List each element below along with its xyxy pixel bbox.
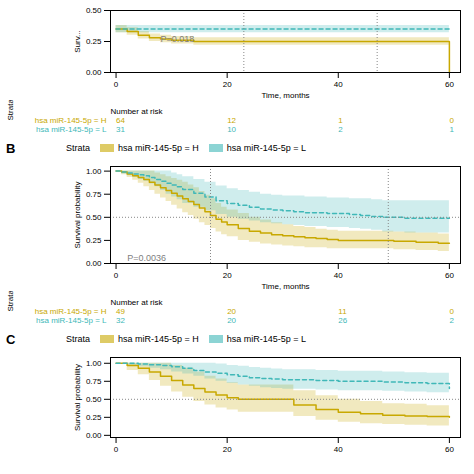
html-text:B: B bbox=[6, 140, 16, 156]
html-text:Strata: Strata bbox=[66, 334, 90, 344]
svg-text:Survival probability: Survival probability bbox=[73, 364, 82, 431]
html-text:Strata: Strata bbox=[66, 143, 90, 153]
svg-text:1: 1 bbox=[449, 125, 454, 134]
svg-text:20: 20 bbox=[227, 316, 236, 325]
svg-text:2: 2 bbox=[449, 316, 454, 325]
svg-text:Survival probability: Survival probability bbox=[73, 181, 82, 248]
svg-text:2: 2 bbox=[338, 125, 343, 134]
svg-text:0.00: 0.00 bbox=[86, 68, 102, 77]
svg-text:32: 32 bbox=[116, 316, 125, 325]
svg-text:Time, months: Time, months bbox=[261, 282, 309, 291]
html-text:hsa miR-145-5p = L: hsa miR-145-5p = L bbox=[226, 334, 307, 344]
svg-text:31: 31 bbox=[116, 125, 125, 134]
svg-text:Strata: Strata bbox=[6, 100, 15, 121]
svg-text:49: 49 bbox=[116, 307, 125, 316]
svg-text:Number at risk: Number at risk bbox=[111, 107, 164, 116]
svg-text:60: 60 bbox=[445, 445, 454, 454]
svg-text:0.25: 0.25 bbox=[86, 37, 102, 46]
html-text:hsa miR-145-5p = L: hsa miR-145-5p = L bbox=[226, 143, 307, 153]
svg-text:1.00: 1.00 bbox=[86, 167, 102, 176]
svg-text:P=0.018: P=0.018 bbox=[161, 34, 195, 44]
svg-text:64: 64 bbox=[116, 116, 125, 125]
svg-text:26: 26 bbox=[338, 316, 347, 325]
svg-text:60: 60 bbox=[445, 271, 454, 280]
svg-text:40: 40 bbox=[334, 80, 343, 89]
svg-text:Time, months: Time, months bbox=[261, 91, 309, 100]
html-text:hsa miR-145-5p = H: hsa miR-145-5p = H bbox=[118, 143, 199, 153]
svg-text:11: 11 bbox=[338, 307, 347, 316]
svg-text:0: 0 bbox=[114, 271, 119, 280]
svg-text:0.00: 0.00 bbox=[86, 431, 102, 440]
svg-text:P=0.0036: P=0.0036 bbox=[127, 253, 166, 263]
svg-text:0: 0 bbox=[449, 116, 454, 125]
svg-text:60: 60 bbox=[445, 80, 454, 89]
svg-text:hsa miR-145-5p = H: hsa miR-145-5p = H bbox=[35, 116, 107, 125]
svg-text:12: 12 bbox=[227, 116, 236, 125]
svg-text:20: 20 bbox=[223, 445, 232, 454]
svg-text:0.25: 0.25 bbox=[86, 413, 102, 422]
svg-text:0.75: 0.75 bbox=[86, 377, 102, 386]
svg-text:10: 10 bbox=[227, 125, 236, 134]
svg-text:hsa miR-145-5p = L: hsa miR-145-5p = L bbox=[36, 316, 107, 325]
svg-text:1: 1 bbox=[338, 116, 343, 125]
svg-text:Strata: Strata bbox=[6, 291, 15, 312]
svg-text:0.50: 0.50 bbox=[86, 395, 102, 404]
svg-text:20: 20 bbox=[227, 307, 236, 316]
svg-text:Number at risk: Number at risk bbox=[111, 298, 164, 307]
svg-text:0.00: 0.00 bbox=[86, 259, 102, 268]
svg-text:hsa miR-145-5p = L: hsa miR-145-5p = L bbox=[36, 125, 107, 134]
html-text:C: C bbox=[6, 331, 16, 347]
svg-text:0.50: 0.50 bbox=[86, 6, 102, 15]
svg-text:20: 20 bbox=[223, 271, 232, 280]
svg-text:0.25: 0.25 bbox=[86, 236, 102, 245]
svg-text:0: 0 bbox=[114, 80, 119, 89]
svg-text:hsa miR-145-5p = H: hsa miR-145-5p = H bbox=[35, 307, 107, 316]
html-text:hsa miR-145-5p = H: hsa miR-145-5p = H bbox=[118, 334, 199, 344]
svg-text:0.50: 0.50 bbox=[86, 213, 102, 222]
svg-text:40: 40 bbox=[334, 445, 343, 454]
svg-text:Surv...: Surv... bbox=[73, 30, 82, 53]
svg-text:0.75: 0.75 bbox=[86, 190, 102, 199]
svg-text:20: 20 bbox=[223, 80, 232, 89]
svg-text:1.00: 1.00 bbox=[86, 359, 102, 368]
svg-text:40: 40 bbox=[334, 271, 343, 280]
svg-text:0: 0 bbox=[449, 307, 454, 316]
svg-text:0: 0 bbox=[114, 445, 119, 454]
